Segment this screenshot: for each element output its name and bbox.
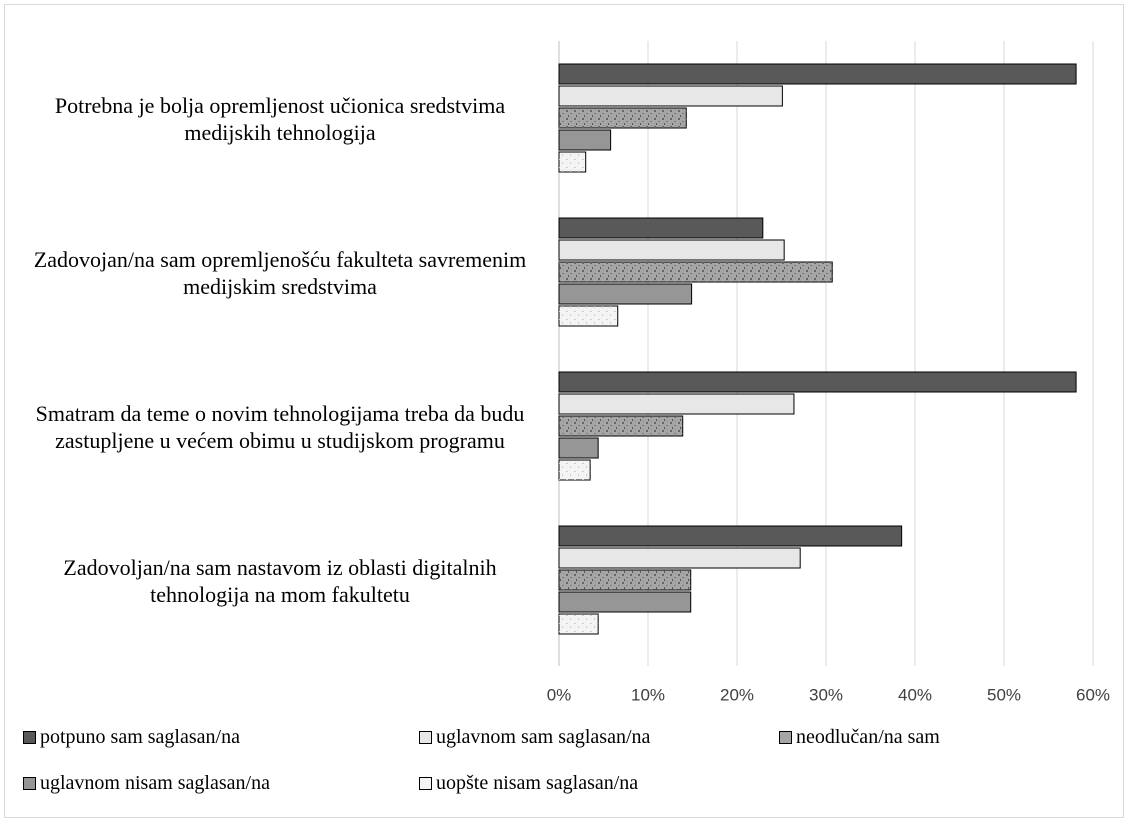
legend-label: potpuno sam saglasan/na	[40, 726, 240, 748]
bar	[558, 151, 587, 173]
category-label: Smatram da teme o novim tehnologijama tr…	[35, 401, 525, 453]
legend-item: uglavnom nisam saglasan/na	[23, 772, 270, 795]
bar	[558, 261, 833, 283]
bar	[558, 393, 795, 415]
legend-label: uopšte nisam saglasan/na	[436, 772, 639, 794]
legend-label: uglavnom nisam saglasan/na	[40, 772, 270, 794]
x-tick-label: 20%	[720, 685, 754, 704]
legend-item: uopšte nisam saglasan/na	[419, 772, 638, 795]
bar	[558, 437, 599, 459]
bar	[558, 525, 903, 547]
bar	[558, 415, 684, 437]
legend-swatch	[419, 777, 432, 790]
x-tick-label: 60%	[1076, 685, 1110, 704]
bar	[558, 569, 692, 591]
legend-item: neodlučan/na sam	[779, 726, 940, 749]
legend-swatch	[23, 777, 36, 790]
x-tick-label: 40%	[898, 685, 932, 704]
bar	[558, 129, 612, 151]
bar	[558, 591, 692, 613]
bar	[558, 283, 693, 305]
bar	[558, 371, 1077, 393]
bar	[558, 613, 599, 635]
chart-frame: 0% 10% 20% 30% 40% 50% 60% Potrebna je bolja o…	[4, 4, 1124, 818]
legend-swatch	[419, 731, 432, 744]
bar	[558, 63, 1077, 85]
category-label: Zadovoljan/na sam nastavom iz oblasti di…	[63, 555, 497, 607]
category-label: Zadovojan/na sam opremljenošću fakulteta…	[33, 247, 527, 299]
x-tick-label: 0%	[547, 685, 572, 704]
x-tick-label: 50%	[987, 685, 1021, 704]
x-tick-label: 10%	[631, 685, 665, 704]
legend-label: neodlučan/na sam	[796, 726, 940, 748]
legend-swatch	[23, 731, 36, 744]
bar	[558, 459, 591, 481]
category-label: Potrebna je bolja opremljenost učionica …	[54, 93, 506, 145]
bar	[558, 305, 619, 327]
legend-item: potpuno sam saglasan/na	[23, 726, 240, 749]
bar	[558, 547, 801, 569]
bar	[558, 107, 687, 129]
legend-label: uglavnom sam saglasan/na	[436, 726, 651, 748]
bar	[558, 85, 783, 107]
bar	[558, 239, 785, 261]
bar	[558, 217, 764, 239]
legend-item: uglavnom sam saglasan/na	[419, 726, 650, 749]
legend-swatch	[779, 731, 792, 744]
x-tick-label: 30%	[809, 685, 843, 704]
